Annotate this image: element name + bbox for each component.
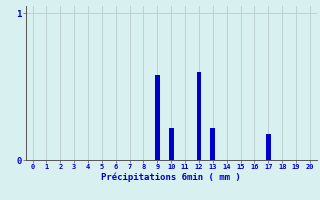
X-axis label: Précipitations 6min ( mm ): Précipitations 6min ( mm )	[101, 173, 241, 182]
Bar	[155, 75, 160, 160]
Bar	[169, 128, 174, 160]
Bar	[266, 134, 271, 160]
Bar	[196, 72, 201, 160]
Bar	[210, 128, 215, 160]
